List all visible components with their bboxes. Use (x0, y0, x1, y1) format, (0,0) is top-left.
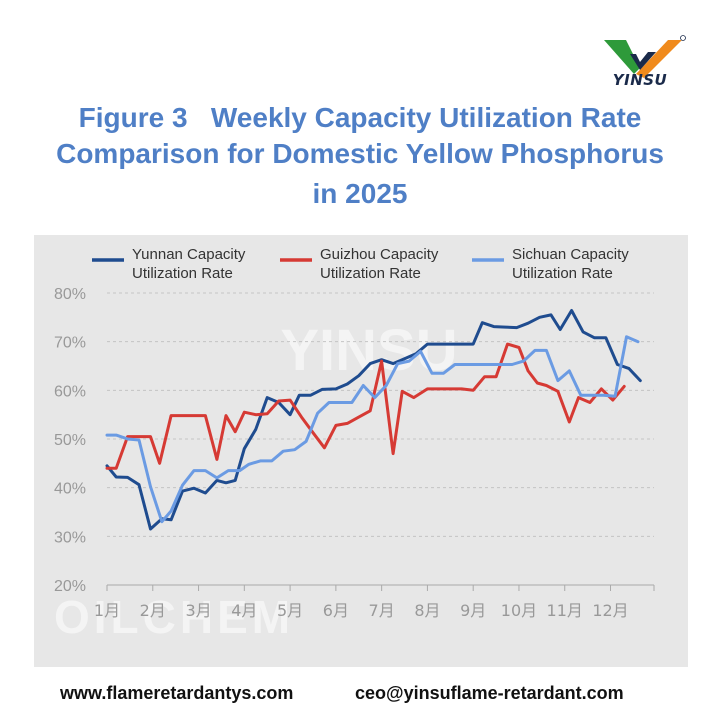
title-line-3: in 2025 (312, 178, 408, 209)
y-axis-ticks: 20% 30% 40% 50% 60% 70% 80% (54, 286, 86, 595)
line-chart: YINSU OILCHEM 20% 30% 40% 50% 60% 70% 80% 1月 2月… (54, 246, 655, 643)
watermark-oilchem: OILCHEM (54, 591, 294, 643)
y-tick-label: 20% (54, 578, 86, 595)
y-tick-label: 30% (54, 529, 86, 546)
y-tick-label: 40% (54, 481, 86, 498)
title-line-2: Comparison for Domestic Yellow Phosphoru… (56, 138, 664, 169)
watermark-yinsu: YINSU (280, 318, 457, 383)
series-line-2 (105, 342, 626, 470)
y-tick-label: 80% (54, 286, 86, 303)
y-tick-label: 50% (54, 432, 86, 449)
x-tick-label: 5月 (277, 601, 303, 620)
x-tick-label: 3月 (185, 601, 211, 620)
logo-text: YINSU (612, 71, 668, 89)
x-tick-label: 12月 (592, 601, 628, 620)
logo-orange-swoosh (636, 40, 682, 78)
grid-lines (107, 292, 654, 537)
x-tick-label: 4月 (231, 601, 257, 620)
chart-title: Figure 3 Weekly Capacity Utilization Rat… (20, 100, 700, 212)
chart-panel: YINSU OILCHEM 20% 30% 40% 50% 60% 70% 80% 1月 2月… (34, 235, 688, 667)
x-tick-label: 6月 (323, 601, 349, 620)
x-tick-label: 1月 (94, 601, 120, 620)
x-tick-label: 7月 (369, 601, 395, 620)
legend-label-2: Guizhou Capacity Utilization Rate (320, 246, 439, 282)
logo-dark-stroke (630, 52, 656, 70)
x-tick-label: 8月 (414, 601, 440, 620)
x-tick-label: 9月 (460, 601, 486, 620)
series-line-3 (105, 335, 640, 524)
legend-label-3: Sichuan Capacity Utilization Rate (512, 246, 629, 282)
legend-label-1: Yunnan Capacity Utilization Rate (132, 246, 246, 282)
footer-website[interactable]: www.flameretardantys.com (60, 683, 294, 703)
legend: Yunnan Capacity Utilization Rate Guizhou C… (92, 246, 629, 282)
series-line-1 (105, 309, 642, 531)
logo-registered-mark (680, 35, 686, 41)
x-tick-label: 2月 (140, 601, 166, 620)
y-tick-label: 70% (54, 335, 86, 352)
footer-email[interactable]: ceo@yinsuflame-retardant.com (355, 683, 624, 703)
footer: www.flameretardantys.com ceo@yinsuflame-… (0, 683, 720, 709)
title-line-1: Figure 3 Weekly Capacity Utilization Rat… (78, 102, 642, 133)
y-tick-label: 60% (54, 383, 86, 400)
logo-green-check (604, 40, 640, 74)
x-tick-label: 10月 (501, 601, 537, 620)
x-tick-label: 11月 (547, 601, 583, 620)
x-axis-ticks: 1月 2月 3月 4月 5月 6月 7月 8月 9月 10月 11月 12月 (94, 584, 655, 620)
series-lines (105, 309, 642, 531)
yinsu-logo (604, 35, 686, 78)
